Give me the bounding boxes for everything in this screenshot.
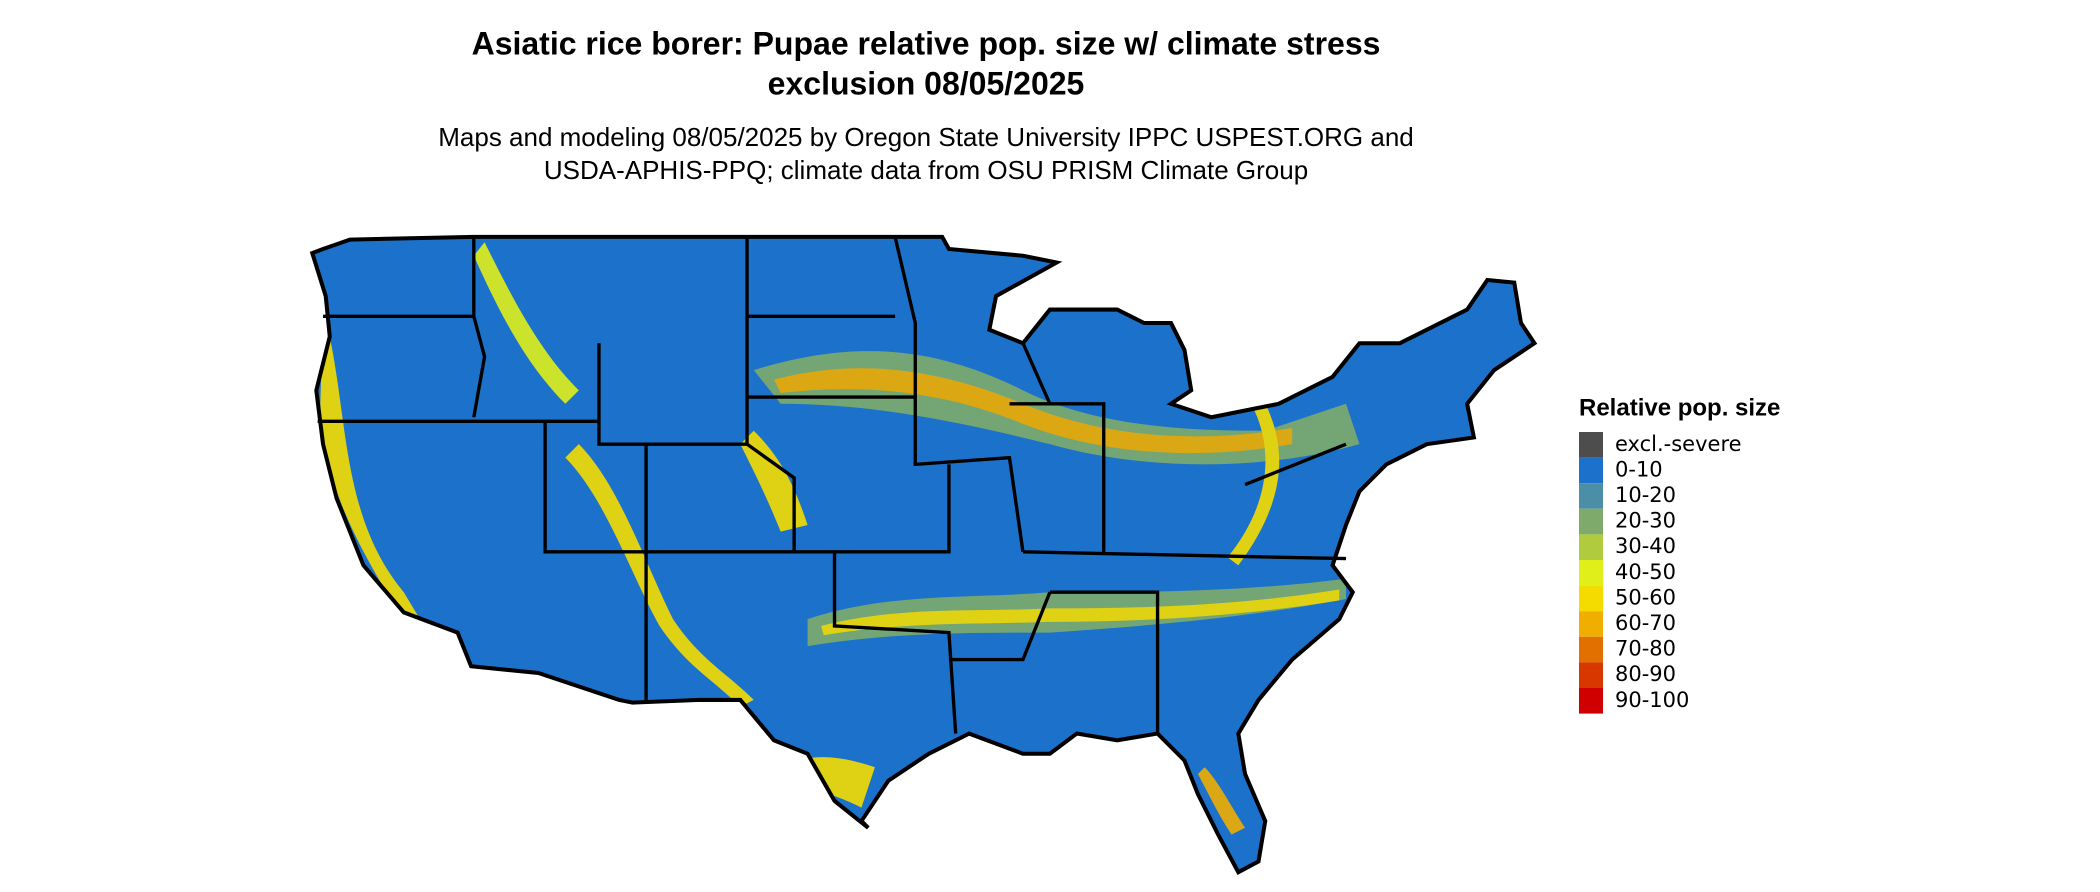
legend-label: 90-100: [1615, 688, 1689, 712]
legend: excl.-severe0-1010-2020-3030-4040-5050-6…: [1579, 432, 1742, 714]
title-line: Asiatic rice borer: Pupae relative pop. …: [472, 25, 1381, 61]
subtitle-line: Maps and modeling 08/05/2025 by Oregon S…: [438, 122, 1414, 152]
legend-label: 20-30: [1615, 509, 1676, 533]
legend-label: 60-70: [1615, 611, 1676, 635]
land: [312, 236, 1535, 873]
legend-label: 0-10: [1615, 457, 1663, 481]
legend-swatch: [1579, 432, 1603, 458]
title-line: exclusion 08/05/2025: [768, 65, 1085, 101]
subtitle-line: USDA-APHIS-PPQ; climate data from OSU PR…: [544, 155, 1308, 185]
legend-swatch: [1579, 585, 1603, 612]
legend-swatch: [1579, 457, 1603, 484]
legend-swatch: [1579, 483, 1603, 509]
legend-swatch: [1579, 636, 1603, 663]
suitability-bands: [320, 242, 1360, 835]
legend-label: 30-40: [1615, 534, 1676, 558]
us-map: [312, 237, 1534, 872]
legend-title: Relative pop. size: [1579, 394, 1780, 421]
legend-label: 50-60: [1615, 585, 1676, 609]
legend-swatch: [1579, 688, 1603, 714]
legend-swatch: [1579, 662, 1603, 688]
legend-label: 80-90: [1615, 662, 1676, 686]
legend-swatch: [1579, 611, 1603, 637]
legend-swatch: [1579, 560, 1603, 586]
legend-label: 70-80: [1615, 637, 1676, 661]
legend-label: 40-50: [1615, 560, 1676, 584]
legend-swatch: [1579, 508, 1603, 535]
legend-label: 10-20: [1615, 483, 1676, 507]
legend-swatch: [1579, 534, 1603, 560]
state-borders: [312, 237, 1534, 872]
legend-label: excl.-severe: [1615, 432, 1742, 456]
